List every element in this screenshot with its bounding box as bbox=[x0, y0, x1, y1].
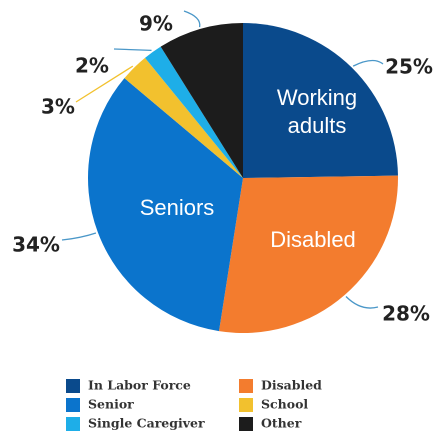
inside-label-in-labor-force-2: adults bbox=[288, 113, 347, 138]
leader-line-disabled bbox=[345, 296, 379, 309]
percent-labels: 25% 28% 34% 3%2% 9% bbox=[12, 12, 433, 326]
pie-slice-other bbox=[160, 23, 243, 178]
legend-swatch-other bbox=[239, 417, 253, 431]
percent-label-single-caregiver: 2% bbox=[75, 54, 109, 78]
legend-item-senior: Senior bbox=[66, 397, 134, 412]
leader-line-school bbox=[75, 65, 134, 103]
inside-label-disabled-1: Disabled bbox=[270, 227, 356, 252]
legend-label-school: School bbox=[261, 397, 308, 412]
legend-swatch-senior bbox=[66, 398, 80, 412]
legend-swatch-single-caregiver bbox=[66, 417, 80, 431]
leader-line-single-caregiver bbox=[113, 48, 152, 52]
legend-item-in-labor-force: In Labor Force bbox=[66, 378, 191, 393]
pie-slice-disabled bbox=[218, 175, 398, 333]
legend-item-other: Other bbox=[239, 416, 302, 431]
legend-label-disabled: Disabled bbox=[261, 378, 322, 393]
legend-label-single-caregiver: Single Caregiver bbox=[88, 416, 205, 431]
percent-label-school: 3% bbox=[41, 95, 75, 119]
percent-label-senior: 34% bbox=[12, 233, 60, 257]
leader-line-senior bbox=[61, 232, 97, 241]
percent-label-disabled: 28% bbox=[382, 302, 430, 326]
legend-label-other: Other bbox=[261, 416, 302, 431]
legend-label-in-labor-force: In Labor Force bbox=[88, 378, 191, 393]
pie-slice-school bbox=[124, 57, 243, 178]
leader-line-other bbox=[183, 10, 201, 28]
pie-slice-in-labor-force bbox=[243, 23, 398, 178]
legend-swatch-school bbox=[239, 398, 253, 412]
legend-swatch-disabled bbox=[239, 379, 253, 393]
leader-line-in-labor-force bbox=[352, 59, 384, 67]
inside-label-senior-1: Seniors bbox=[140, 195, 215, 220]
inside-labels: Working adults Disabled Seniors bbox=[140, 85, 357, 252]
pie-slice-single-caregiver bbox=[145, 46, 243, 178]
percent-label-other: 9% bbox=[139, 12, 173, 36]
inside-label-in-labor-force-1: Working bbox=[277, 85, 357, 110]
percent-label-in-labor-force: 25% bbox=[385, 55, 433, 79]
pie-slices bbox=[87, 23, 398, 333]
pie-slice-senior bbox=[87, 78, 243, 332]
legend-swatch-in-labor-force bbox=[66, 379, 80, 393]
legend-item-single-caregiver: Single Caregiver bbox=[66, 416, 205, 431]
legend-item-disabled: Disabled bbox=[239, 378, 322, 393]
legend-label-senior: Senior bbox=[88, 397, 134, 412]
legend-item-school: School bbox=[239, 397, 308, 412]
leader-lines bbox=[61, 10, 384, 309]
legend: In Labor Force Disabled Senior School Single… bbox=[66, 378, 322, 431]
